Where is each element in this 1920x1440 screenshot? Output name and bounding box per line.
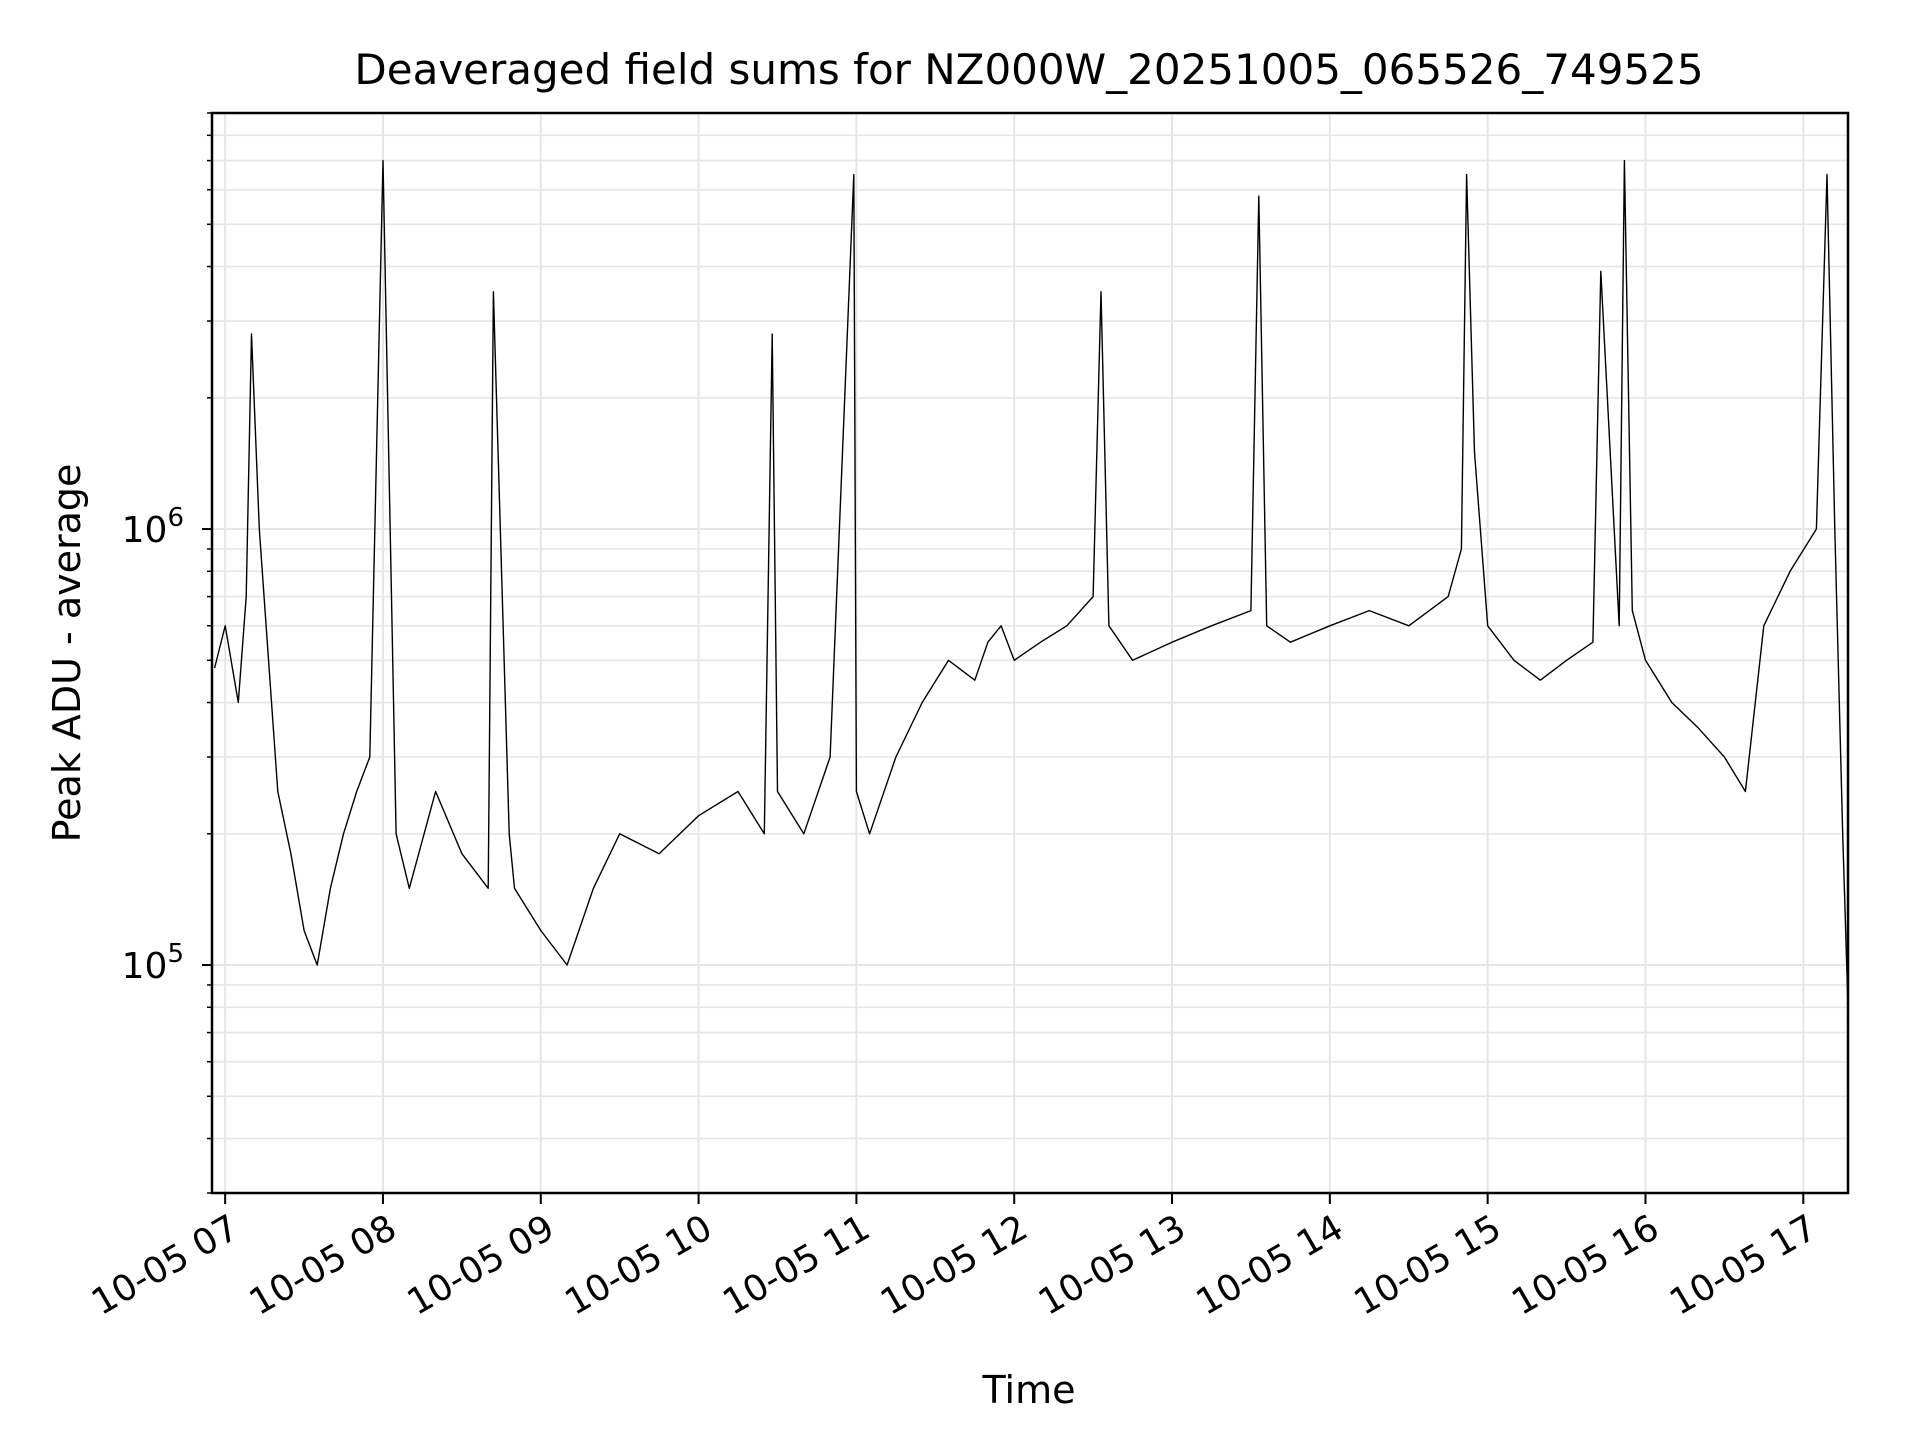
x-tick-label: 10-05 09 xyxy=(401,1207,562,1323)
x-tick-label: 10-05 13 xyxy=(1032,1207,1193,1323)
chart-title: Deaveraged field sums for NZ000W_2025100… xyxy=(354,45,1703,94)
y-axis-label: Peak ADU - average xyxy=(45,464,89,843)
y-tick-label: 105 xyxy=(122,939,184,987)
x-tick-label: 10-05 07 xyxy=(85,1207,246,1323)
x-tick-label: 10-05 11 xyxy=(716,1207,877,1323)
x-tick-label: 10-05 14 xyxy=(1190,1207,1351,1323)
x-tick-label: 10-05 08 xyxy=(243,1207,404,1323)
grid xyxy=(212,112,1848,1194)
x-tick-label: 10-05 17 xyxy=(1663,1207,1824,1323)
series-line xyxy=(213,159,1849,1008)
x-tick-label: 10-05 12 xyxy=(874,1207,1035,1323)
x-tick-label: 10-05 15 xyxy=(1347,1207,1508,1323)
y-tick-label: 106 xyxy=(122,503,184,551)
x-tick-label: 10-05 10 xyxy=(558,1207,719,1323)
plot-frame xyxy=(210,111,1850,1195)
x-tick-label: 10-05 16 xyxy=(1505,1207,1666,1323)
y-axis: 105 106 xyxy=(122,112,212,1194)
x-axis-label: Time xyxy=(982,1368,1076,1412)
series-line-path xyxy=(213,159,1849,1008)
